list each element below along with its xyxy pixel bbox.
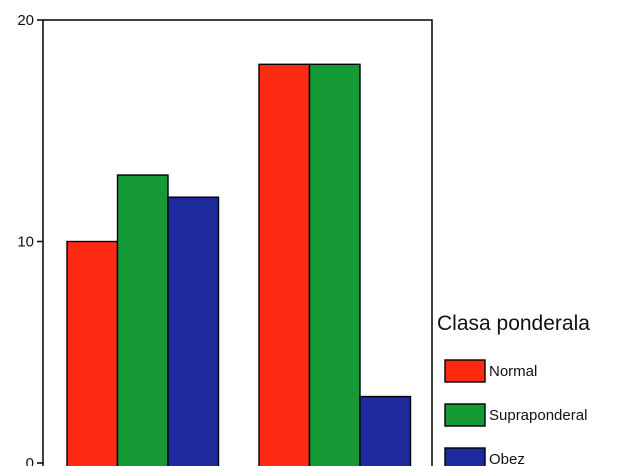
legend-swatch-obez bbox=[444, 447, 486, 466]
bar-supraponderal-2 bbox=[308, 63, 361, 466]
legend: Clasa ponderala Normal Supraponderal Obez bbox=[437, 312, 590, 466]
legend-title: Clasa ponderala bbox=[437, 312, 590, 335]
bar-obez-1 bbox=[167, 196, 220, 466]
legend-swatch-supraponderal bbox=[444, 403, 486, 427]
legend-items: Normal Supraponderal Obez bbox=[444, 359, 587, 466]
legend-label-supraponderal: Supraponderal bbox=[489, 407, 587, 424]
y-tick-label: 0 bbox=[26, 455, 34, 466]
legend-label-normal: Normal bbox=[489, 363, 537, 380]
bar-supraponderal-1 bbox=[116, 174, 169, 466]
y-axis-ticks: 0 10 20 bbox=[17, 12, 43, 466]
y-tick-label: 20 bbox=[17, 12, 34, 29]
bars bbox=[66, 63, 412, 466]
legend-label-obez: Obez bbox=[489, 451, 525, 466]
plot-frame bbox=[42, 19, 433, 466]
bar-normal-2 bbox=[258, 63, 311, 466]
bar-normal-1 bbox=[66, 240, 119, 466]
y-tick-label: 10 bbox=[17, 234, 34, 251]
bar-obez-2 bbox=[359, 395, 412, 466]
legend-swatch-normal bbox=[444, 359, 486, 383]
